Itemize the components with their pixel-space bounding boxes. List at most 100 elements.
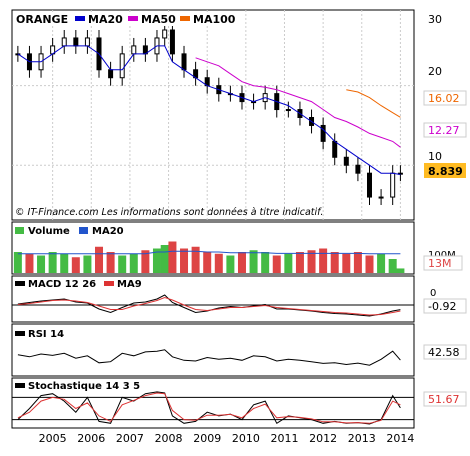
legend-ma20: MA20 <box>88 13 123 26</box>
legend-ma9: MA9 <box>117 279 142 290</box>
volume-bar <box>13 252 22 273</box>
volume-bar <box>284 253 293 273</box>
copyright-footer: © IT-Finance.com Les informations sont d… <box>15 207 323 218</box>
x-axis-labels: 2005 2006 2007 2008 2009 2010 2011 2012 2013 2014 <box>39 432 415 445</box>
badge-stoch: 51.67 <box>428 393 460 406</box>
legend-ma100: MA100 <box>193 13 236 26</box>
badge-last: 8.839 <box>428 165 463 178</box>
badge-ma100: 16.02 <box>428 92 460 105</box>
candle-body <box>320 124 326 142</box>
volume-bar <box>249 250 258 273</box>
y-tick-10: 10 <box>428 150 442 163</box>
volume-bar <box>353 252 362 273</box>
x-tick-label: 2009 <box>193 432 221 445</box>
volume-ma20-line <box>17 250 401 255</box>
candle-body <box>343 156 349 166</box>
candle-body <box>366 172 372 198</box>
price-legend: ORANGE MA20 MA50 MA100 <box>14 12 244 26</box>
volume-bar <box>48 252 57 273</box>
badge-rsi: 42.58 <box>428 346 460 359</box>
volume-bar <box>129 253 138 273</box>
candle-body <box>131 45 137 55</box>
candle-body <box>162 29 168 39</box>
badge-volume: 13M <box>428 257 452 270</box>
volume-bar <box>226 255 235 273</box>
legend-macd: MACD 12 26 <box>28 279 96 290</box>
badge-ma50: 12.27 <box>428 124 460 137</box>
volume-bar <box>95 246 104 273</box>
badge-macd: -0.92 <box>428 300 456 313</box>
volume-bar <box>365 255 374 273</box>
volume-bar <box>237 252 246 273</box>
candle-body <box>61 37 67 47</box>
macd-ma9-line <box>17 296 401 316</box>
volume-bar <box>83 255 92 273</box>
stoch-signal-line <box>17 392 401 424</box>
x-tick-label: 2005 <box>39 432 67 445</box>
volume-bar <box>261 252 270 273</box>
ma100-line <box>346 89 401 118</box>
macd-series <box>12 294 414 317</box>
volume-bar <box>330 252 339 273</box>
volume-bar <box>25 253 34 273</box>
volume-bar <box>118 255 127 273</box>
y-tick-macd-0: 0 <box>430 288 436 299</box>
candle-body <box>355 164 361 174</box>
candle-body <box>73 37 79 47</box>
volume-bar <box>295 252 304 273</box>
rsi-line <box>17 349 401 366</box>
candle-body <box>181 53 187 71</box>
y-tick-20: 20 <box>428 65 442 78</box>
volume-bar <box>388 259 397 273</box>
legend-vol-ma20: MA20 <box>92 226 124 237</box>
volume-bar <box>319 248 328 273</box>
candle-body <box>390 172 396 198</box>
legend-macd-swatch <box>15 281 25 286</box>
candle-body <box>378 196 384 199</box>
volume-bar <box>203 252 212 273</box>
legend-rsi: RSI 14 <box>28 329 64 340</box>
rsi-series <box>17 349 401 366</box>
x-tick-label: 2011 <box>270 432 298 445</box>
volume-bar <box>37 255 46 273</box>
x-tick-label: 2014 <box>386 432 414 445</box>
legend-stoch: Stochastique 14 3 5 <box>28 381 140 392</box>
legend-ma20-swatch <box>75 16 85 21</box>
volume-bar <box>396 268 405 273</box>
candle-body <box>84 37 90 47</box>
candle-body <box>108 69 114 79</box>
legend-ma9-swatch <box>104 281 114 286</box>
x-tick-label: 2013 <box>348 432 376 445</box>
volume-bar <box>71 257 80 273</box>
x-tick-label: 2010 <box>232 432 260 445</box>
x-tick-label: 2008 <box>155 432 183 445</box>
ma20-line <box>17 45 401 175</box>
x-tick-label: 2012 <box>309 432 337 445</box>
legend-rsi-swatch <box>15 331 25 336</box>
volume-bar <box>214 253 223 273</box>
price-panel <box>11 9 415 221</box>
candle-body <box>169 29 175 55</box>
price-series <box>15 22 403 205</box>
volume-bar <box>152 248 161 273</box>
volume-bar <box>168 241 177 273</box>
legend-ma50: MA50 <box>141 13 176 26</box>
legend-ticker: ORANGE <box>16 13 68 26</box>
volume-bar <box>342 253 351 273</box>
candle-body <box>285 109 291 112</box>
legend-volume: Volume <box>28 226 70 237</box>
stoch-series <box>12 391 414 425</box>
x-tick-label: 2006 <box>77 432 105 445</box>
legend-ma100-swatch <box>180 16 190 21</box>
price-gridlines <box>12 10 414 220</box>
volume-bar <box>180 248 189 273</box>
legend-ma50-swatch <box>128 16 138 21</box>
x-tick-label: 2007 <box>116 432 144 445</box>
candle-body <box>119 53 125 79</box>
volume-bar <box>60 253 69 273</box>
y-tick-30: 30 <box>428 13 442 26</box>
legend-vol-ma20-swatch <box>79 227 88 234</box>
volume-series <box>13 241 405 273</box>
volume-bar <box>160 245 169 273</box>
volume-bar <box>106 252 115 273</box>
